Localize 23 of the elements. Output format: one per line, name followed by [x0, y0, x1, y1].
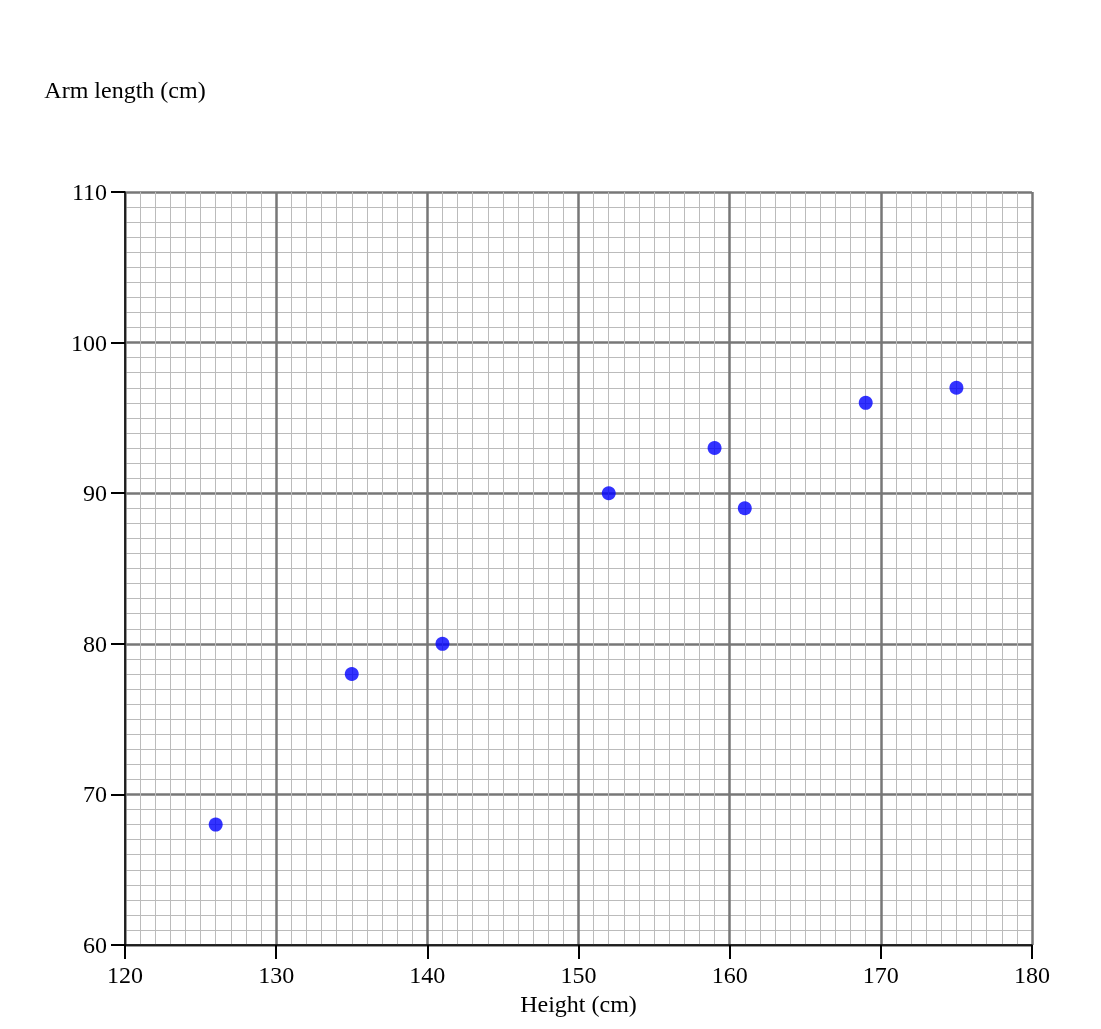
- y-tick-label: 90: [83, 480, 107, 507]
- x-tick-label: 170: [862, 962, 899, 989]
- point: [344, 666, 359, 681]
- y-tick-label: 60: [83, 932, 107, 959]
- point: [707, 441, 722, 456]
- x-tick-label: 120: [107, 962, 143, 989]
- y-tick-label: 70: [83, 781, 107, 808]
- x-tick-label: 160: [711, 962, 748, 989]
- y-tick-label: 80: [83, 630, 107, 657]
- y-tick-label: 100: [71, 329, 107, 356]
- y-axis-title: Arm length (cm): [44, 77, 206, 103]
- x-tick-label: 130: [258, 962, 295, 989]
- x-axis-title: Height (cm): [520, 991, 637, 1017]
- point: [208, 817, 223, 832]
- point: [601, 486, 616, 501]
- point: [949, 380, 964, 395]
- point: [858, 395, 873, 410]
- x-tick-label: 140: [409, 962, 446, 989]
- y-tick-label: 110: [71, 179, 107, 205]
- point: [737, 501, 752, 516]
- x-tick-label: 180: [1014, 962, 1050, 989]
- x-tick-label: 150: [560, 962, 597, 989]
- point: [435, 636, 450, 651]
